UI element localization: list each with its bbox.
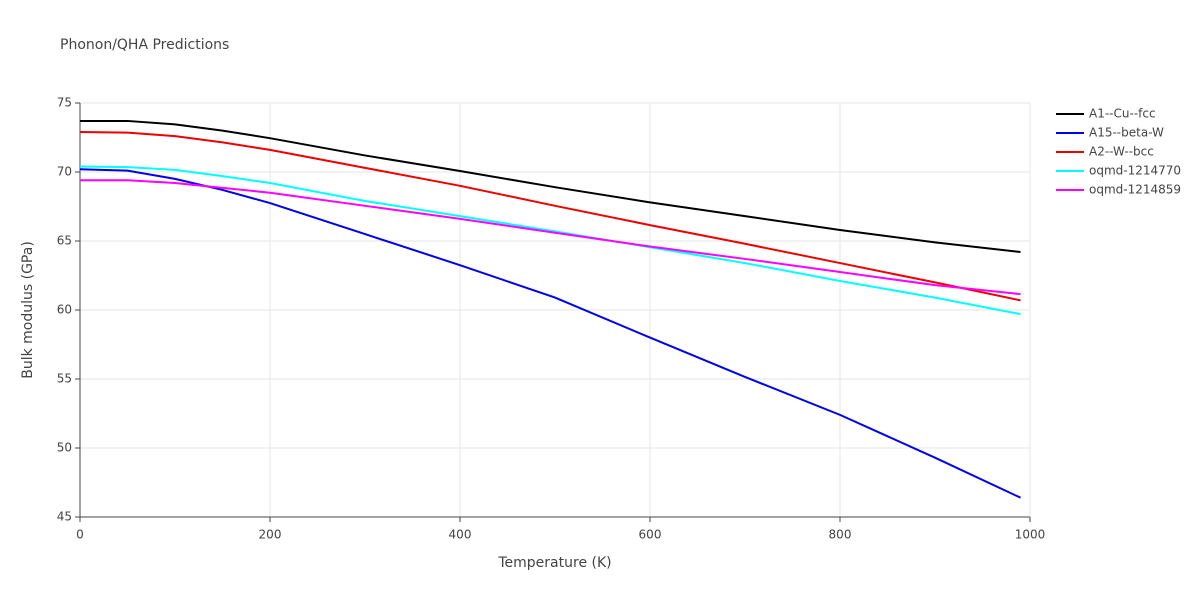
y-tick-label: 45 (57, 510, 72, 524)
legend-label: oqmd-1214770 (1089, 164, 1181, 178)
series-line (79, 165, 1021, 316)
y-tick-label: 75 (57, 96, 72, 110)
series-line (80, 119, 1021, 254)
series-line (79, 130, 1021, 302)
y-tick-label: 55 (57, 372, 72, 386)
legend-label: A2--W--bcc (1089, 145, 1154, 159)
series-line (79, 168, 1021, 499)
legend-label: oqmd-1214859 (1089, 183, 1181, 197)
x-tick-label: 200 (259, 528, 282, 542)
y-axis-title: Bulk modulus (GPa) (20, 241, 36, 379)
y-tick-label: 50 (57, 441, 72, 455)
series-line (80, 179, 1021, 296)
x-tick-label: 600 (639, 528, 662, 542)
x-tick-label: 0 (76, 528, 84, 542)
y-tick-label: 65 (57, 234, 72, 248)
legend-label: A1--Cu--fcc (1089, 107, 1156, 121)
y-tick-label: 60 (57, 303, 72, 317)
y-tick-label: 70 (57, 165, 72, 179)
x-tick-label: 800 (829, 528, 852, 542)
chart-title: Phonon/QHA Predictions (60, 37, 229, 53)
x-tick-label: 400 (449, 528, 472, 542)
x-axis-title: Temperature (K) (497, 555, 611, 571)
x-tick-label: 1000 (1015, 528, 1046, 542)
legend-label: A15--beta-W (1089, 126, 1164, 140)
